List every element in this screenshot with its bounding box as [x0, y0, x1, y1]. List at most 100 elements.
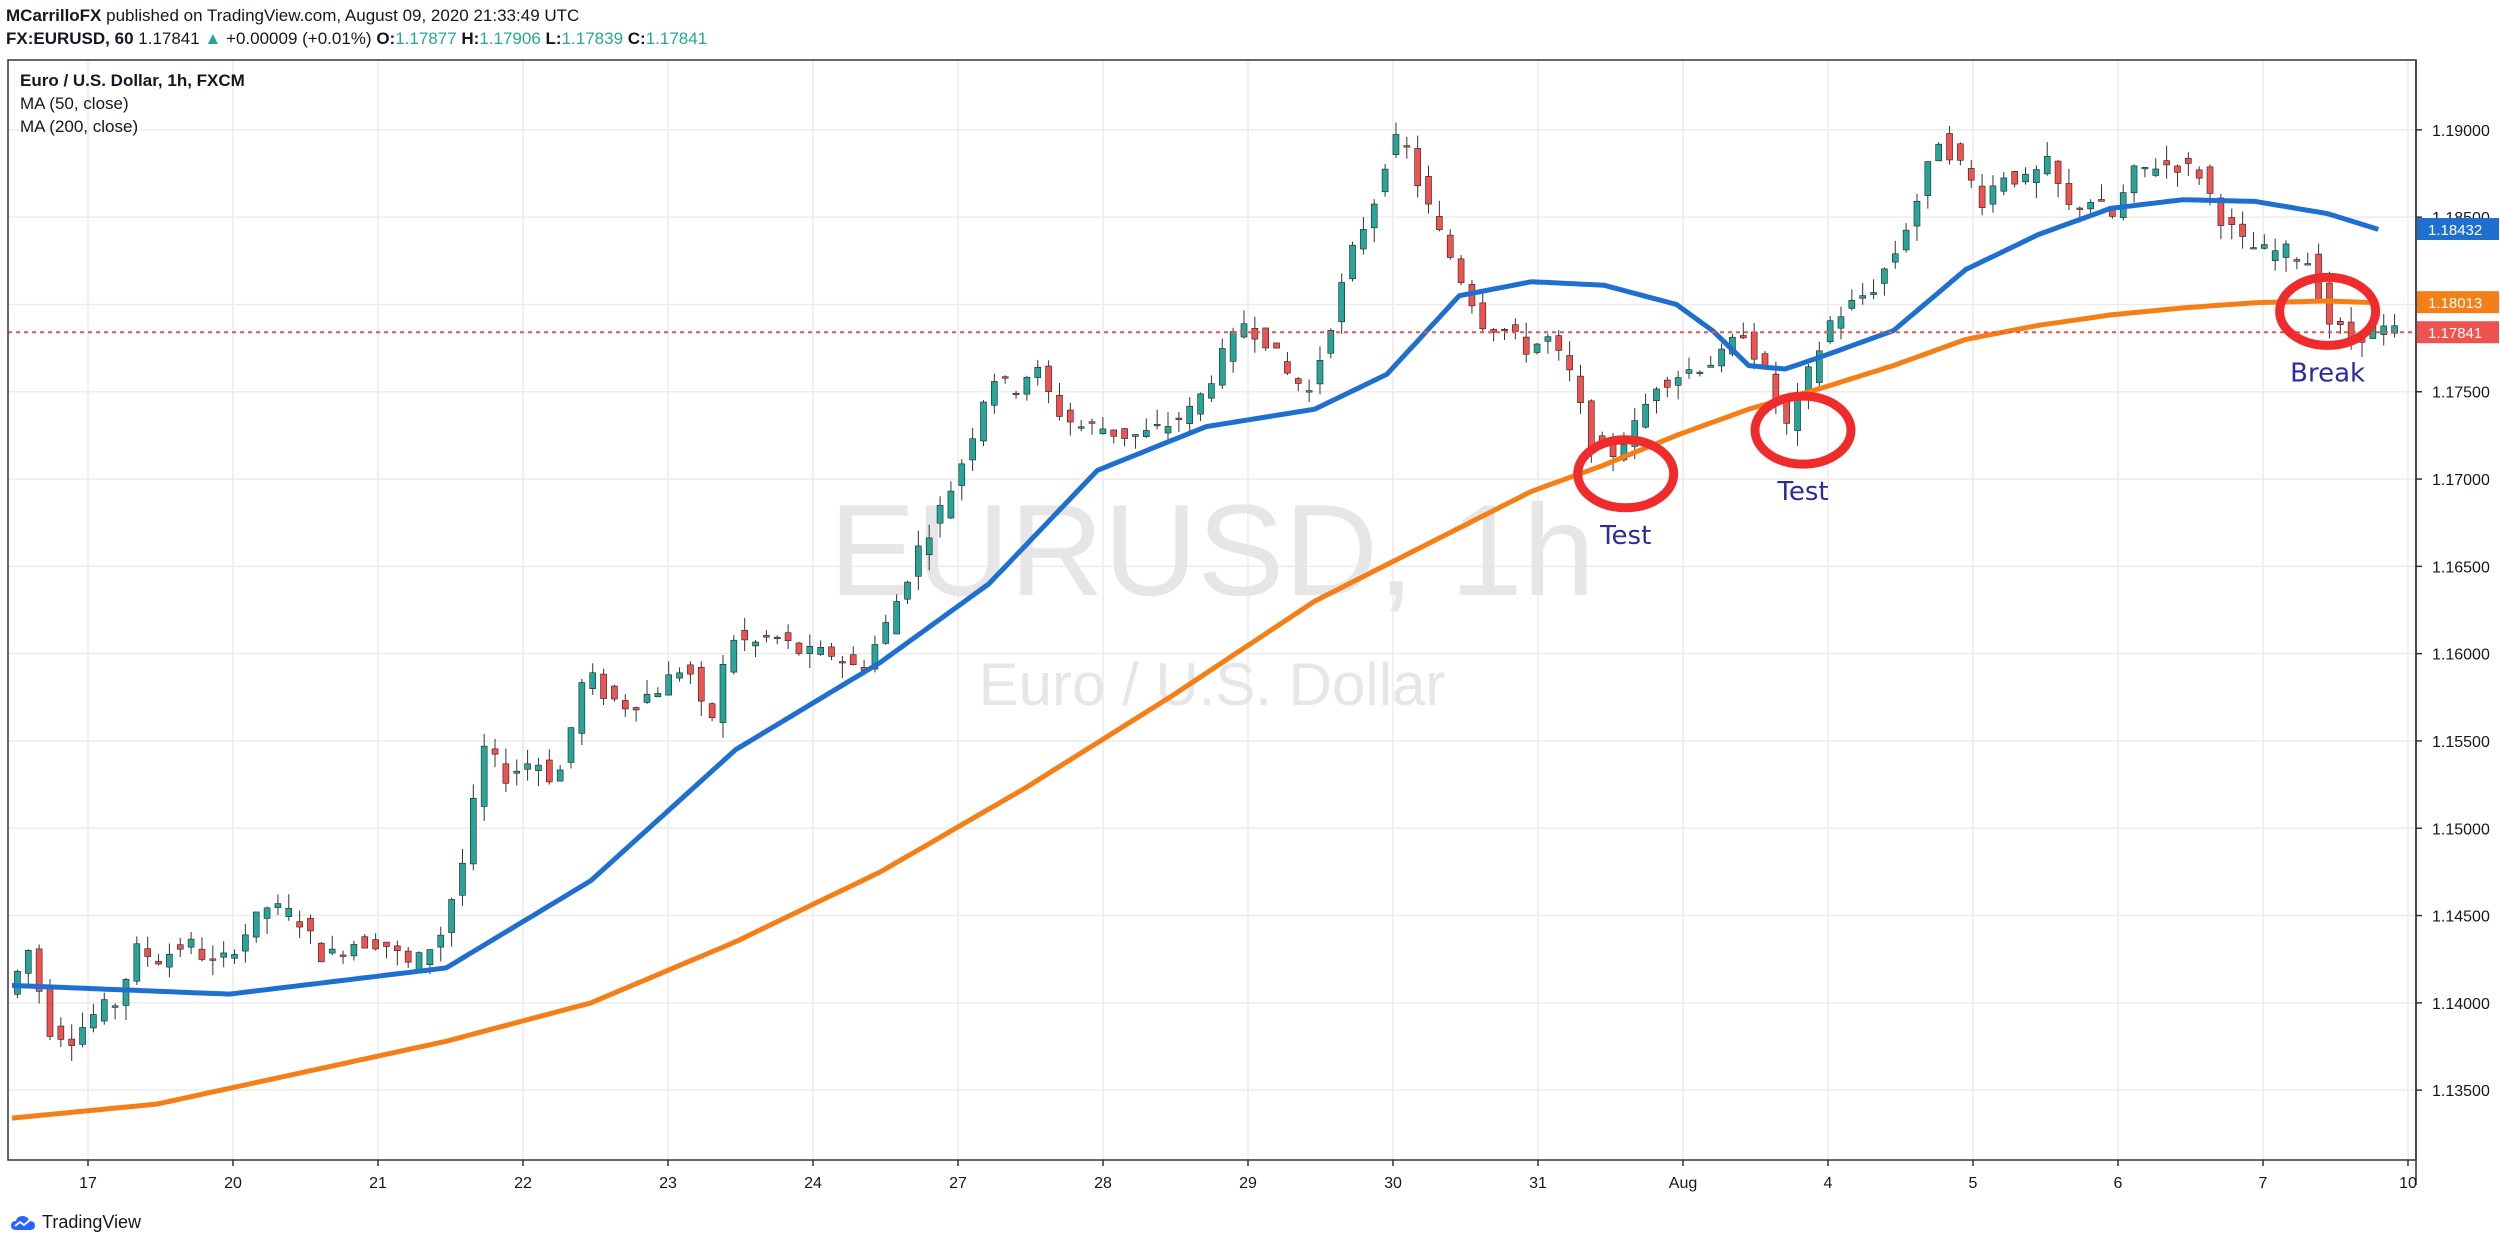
x-tick-label: 10	[2399, 1175, 2417, 1192]
symbol-label: FX:EURUSD, 60	[6, 29, 134, 48]
candle-body	[1501, 328, 1508, 332]
candle-body	[2337, 320, 2344, 325]
footer-brand[interactable]: TradingView	[42, 1212, 142, 1232]
candle-body	[198, 948, 206, 960]
candle-body	[1533, 343, 1541, 353]
candle-body	[730, 639, 738, 673]
candle-body	[849, 654, 857, 666]
candle-body	[14, 970, 21, 995]
candle-body	[231, 954, 238, 959]
candle-body	[491, 748, 499, 755]
x-tick-label: 17	[79, 1175, 97, 1192]
candle-body	[1566, 355, 1573, 371]
x-tick-label: 20	[224, 1175, 242, 1192]
candle-body	[176, 944, 184, 950]
candle-body	[1143, 430, 1150, 437]
candle-body	[1490, 329, 1497, 333]
candle-body	[513, 770, 521, 774]
candle-body	[1674, 377, 1682, 386]
candle-body	[2228, 217, 2236, 225]
x-tick-label: 31	[1529, 1175, 1547, 1192]
candle-body	[936, 504, 944, 524]
candle-body	[187, 938, 195, 948]
x-tick-label: 22	[514, 1175, 532, 1192]
candle-body	[383, 941, 390, 947]
candle-body	[1186, 405, 1194, 424]
candle-body	[1870, 292, 1877, 295]
change-up-icon: ▲	[204, 29, 222, 48]
candle-body	[296, 921, 303, 928]
annotation-label: Break	[2290, 358, 2365, 388]
candle-body	[1740, 335, 1747, 339]
candle-body	[480, 745, 488, 807]
candle-body	[2174, 165, 2181, 173]
high-label: H:	[461, 29, 480, 48]
candle-body	[46, 986, 54, 1037]
x-tick-label: 6	[2114, 1175, 2123, 1192]
candle-body	[1425, 176, 1432, 205]
candle-body	[155, 960, 162, 965]
candle-body	[1935, 143, 1942, 162]
candle-body	[2380, 325, 2388, 335]
candle-body	[904, 581, 911, 600]
candle-body	[1913, 200, 1921, 227]
candle-body	[2011, 171, 2018, 185]
candle-body	[1153, 424, 1161, 427]
x-tick-label: 29	[1239, 1175, 1257, 1192]
candle-body	[404, 950, 412, 963]
close-label: C:	[627, 29, 646, 48]
candle-body	[1946, 133, 1953, 161]
candle-body	[1544, 336, 1552, 342]
candle-body	[2185, 157, 2192, 164]
candle-body	[2141, 167, 2149, 170]
x-tick-label: Aug	[1669, 1175, 1697, 1192]
candle-body	[1175, 417, 1183, 420]
candle-body	[1077, 426, 1085, 429]
candle-body	[524, 763, 531, 770]
candle-body	[795, 642, 803, 654]
candle-body	[1045, 365, 1052, 392]
candle-body	[1522, 336, 1530, 355]
candle-body	[1859, 295, 1866, 299]
time-axis[interactable]: 17 20 21 22 23 24 27 28 29 30 31 Aug 4 5 6 7 10	[79, 1160, 2417, 1192]
candle-body	[1815, 350, 1823, 383]
legend: Euro / U.S. Dollar, 1h, FXCM MA (50, clo…	[20, 71, 245, 136]
candle-body	[307, 917, 314, 932]
candle-body	[719, 663, 727, 723]
price-axis[interactable]: 1.13500 1.14000 1.14500 1.15000 1.15500 1.160…	[2416, 123, 2490, 1100]
candle-body	[828, 646, 835, 657]
low-value: 1.17839	[561, 29, 624, 48]
price-label-text: 1.17841	[2428, 325, 2482, 342]
candle-body	[763, 635, 770, 638]
candle-body	[676, 672, 683, 679]
candle-body	[1436, 216, 1443, 230]
candle-body	[2043, 156, 2051, 175]
x-tick-label: 27	[949, 1175, 967, 1192]
candle-body	[1414, 148, 1421, 187]
legend-ma200: MA (200, close)	[20, 117, 138, 136]
candle-body	[925, 537, 933, 556]
candle-body	[991, 381, 998, 406]
price-label-text: 1.18432	[2428, 222, 2482, 239]
candle-body	[1132, 434, 1139, 437]
candle-body	[2391, 325, 2398, 334]
candle-body	[741, 630, 748, 641]
candle-body	[242, 934, 249, 952]
watermark: EURUSD, 1h Euro / U.S. Dollar	[829, 477, 1595, 718]
y-tick-label: 1.13500	[2432, 1083, 2490, 1100]
candle-body	[1229, 331, 1237, 362]
candle-body	[2271, 250, 2279, 262]
candle-body	[1685, 369, 1693, 374]
tradingview-cloud-icon	[11, 1215, 35, 1230]
candle-body	[556, 769, 564, 782]
candle-body	[1457, 258, 1465, 283]
candle-body	[1696, 371, 1704, 374]
x-tick-label: 23	[659, 1175, 677, 1192]
candle-body	[2195, 169, 2203, 179]
candle-body	[1664, 379, 1671, 388]
candle-body	[1327, 330, 1335, 354]
candle-body	[578, 682, 586, 734]
candle-body	[459, 862, 466, 896]
publisher-name[interactable]: MCarrilloFX	[6, 6, 102, 25]
